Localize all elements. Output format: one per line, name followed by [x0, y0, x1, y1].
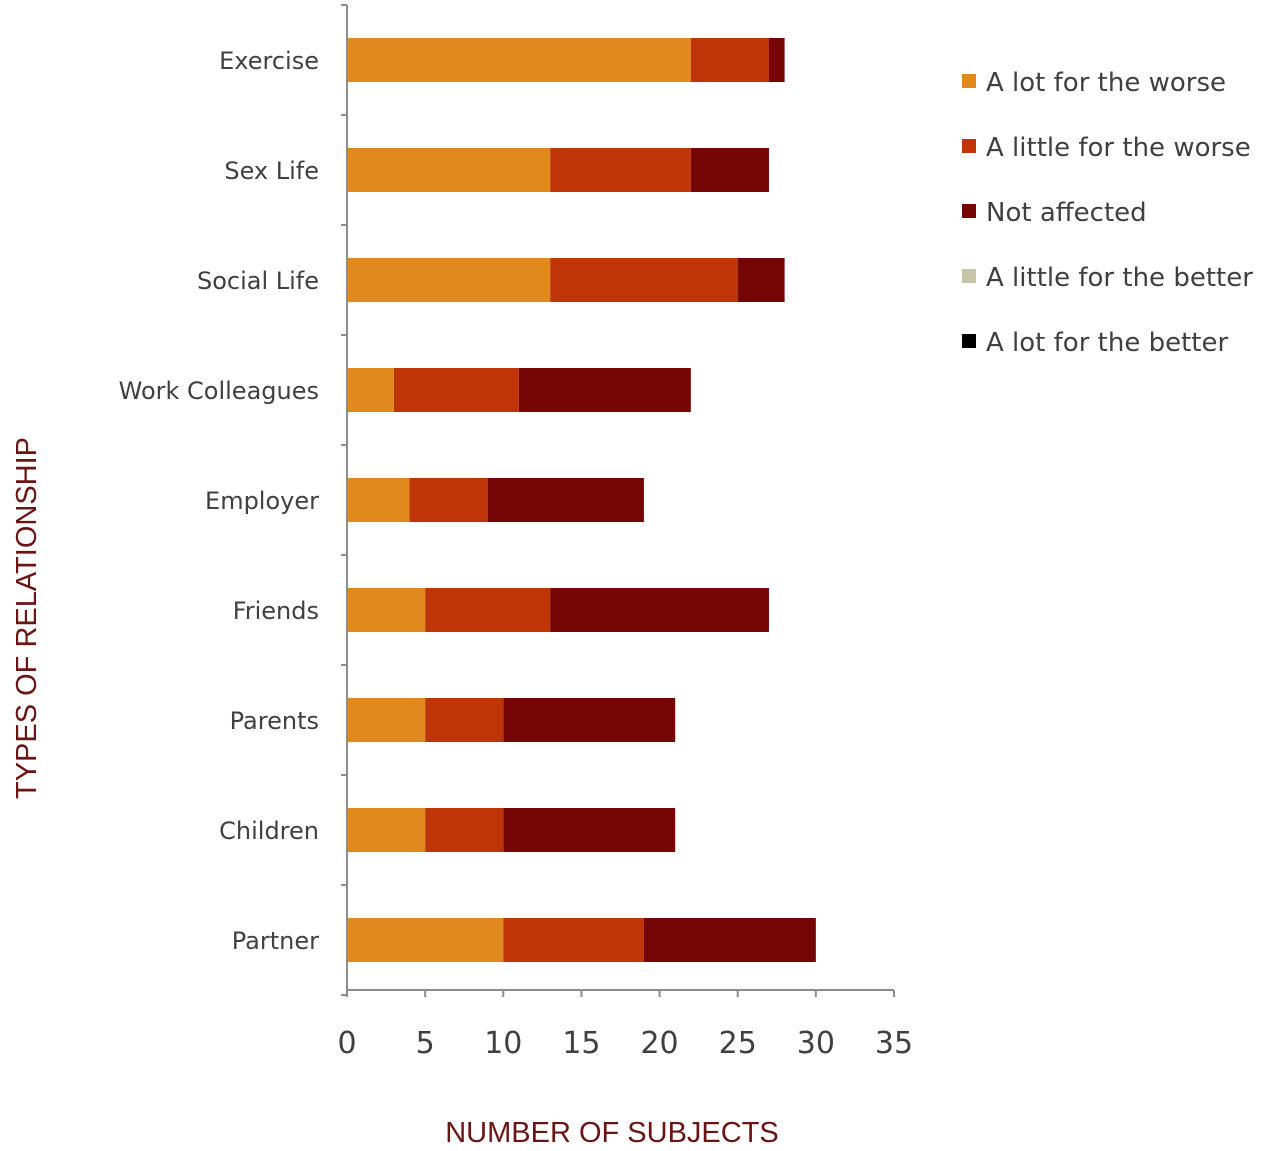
bar-5-series-0	[347, 588, 426, 632]
x-tick-label-6: 30	[797, 1026, 835, 1061]
x-tick-label-7: 35	[875, 1026, 913, 1061]
legend-label-4: A lot for the better	[986, 328, 1228, 358]
x-tick-label-5: 25	[719, 1026, 757, 1061]
legend-swatch-2	[962, 204, 976, 218]
legend-swatch-4	[962, 334, 976, 348]
bar-0-series-2	[768, 38, 785, 82]
bar-3-series-0	[347, 368, 394, 412]
x-tick-label-4: 20	[640, 1026, 678, 1061]
bar-4-series-2	[487, 478, 644, 522]
bar-0-series-1	[690, 38, 769, 82]
category-labels: Exercise Sex Life Social Life Work Colleagu…	[119, 47, 320, 955]
legend-label-2: Not affected	[986, 198, 1147, 228]
bar-2-series-0	[347, 258, 551, 302]
bar-6-series-2	[503, 698, 676, 742]
legend-label-3: A little for the better	[986, 263, 1253, 293]
legend-swatch-0	[962, 74, 976, 88]
category-label-7: Children	[219, 817, 319, 845]
bar-4-series-1	[409, 478, 488, 522]
x-tick-labels: 0 5 10 15 20 25 30 35	[337, 1026, 913, 1061]
x-tick-label-1: 5	[416, 1026, 435, 1061]
y-axis-title: TYPES OF RELATIONSHIP	[11, 437, 43, 799]
category-label-4: Employer	[205, 487, 319, 515]
category-label-3: Work Colleagues	[119, 377, 319, 405]
bar-8-series-2	[643, 918, 816, 962]
bar-8-series-1	[503, 918, 644, 962]
bar-0-series-0	[347, 38, 691, 82]
bar-7-series-0	[347, 808, 426, 852]
bar-2-series-2	[737, 258, 785, 302]
bar-1-series-0	[347, 148, 551, 192]
category-label-2: Social Life	[197, 267, 319, 295]
category-label-6: Parents	[230, 707, 319, 735]
bar-5-series-2	[550, 588, 769, 632]
legend-label-0: A lot for the worse	[986, 68, 1226, 98]
x-axis-title: NUMBER OF SUBJECTS	[445, 1117, 779, 1149]
bar-7-series-2	[503, 808, 676, 852]
category-label-5: Friends	[233, 597, 319, 625]
bar-2-series-1	[550, 258, 738, 302]
bar-6-series-1	[425, 698, 504, 742]
x-tick-label-2: 10	[484, 1026, 522, 1061]
legend-swatch-1	[962, 139, 976, 153]
category-label-8: Partner	[232, 927, 319, 955]
category-label-1: Sex Life	[224, 157, 319, 185]
bar-6-series-0	[347, 698, 426, 742]
axes-group	[341, 4, 895, 997]
legend: A lot for the worse A little for the wors…	[962, 68, 1253, 358]
legend-label-1: A little for the worse	[986, 133, 1251, 163]
bar-8-series-0	[347, 918, 504, 962]
legend-swatch-3	[962, 269, 976, 283]
bars-group	[347, 38, 816, 962]
bar-7-series-1	[425, 808, 504, 852]
bar-3-series-2	[518, 368, 691, 412]
bar-3-series-1	[393, 368, 519, 412]
bar-1-series-1	[550, 148, 691, 192]
bar-5-series-1	[425, 588, 551, 632]
bar-4-series-0	[347, 478, 410, 522]
category-label-0: Exercise	[219, 47, 319, 75]
x-tick-label-3: 15	[562, 1026, 600, 1061]
x-tick-label-0: 0	[337, 1026, 356, 1061]
bar-1-series-2	[690, 148, 769, 192]
